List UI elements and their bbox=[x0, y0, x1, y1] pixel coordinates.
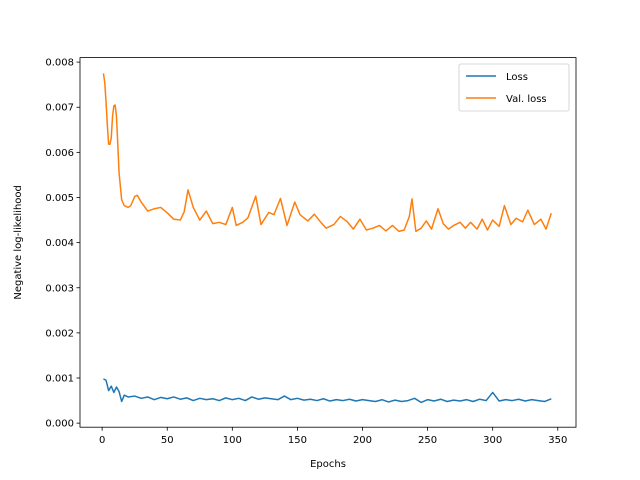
x-tick-label: 150 bbox=[288, 435, 307, 446]
legend: Loss Val. loss bbox=[458, 63, 570, 112]
x-tick-label: 200 bbox=[353, 435, 372, 446]
series-line-loss bbox=[103, 378, 552, 404]
x-axis-ticks: 0 50 100 150 200 250 300 350 bbox=[99, 427, 567, 446]
plot-lines bbox=[102, 73, 552, 404]
series-line-val-loss bbox=[102, 73, 552, 233]
y-tick-label: 0.003 bbox=[45, 283, 74, 294]
plot-frame bbox=[79, 57, 577, 428]
x-tick-label: 0 bbox=[99, 435, 105, 446]
y-tick-label: 0.005 bbox=[45, 193, 74, 204]
y-axis-label: Negative log-likelihood bbox=[13, 185, 24, 300]
x-axis-label: Epochs bbox=[310, 459, 346, 470]
y-axis-ticks: 0.000 0.001 0.002 0.003 0.004 0.005 0.006 0.007… bbox=[45, 58, 80, 430]
y-tick-label: 0.007 bbox=[45, 103, 74, 114]
x-tick-label: 350 bbox=[548, 435, 567, 446]
y-tick-label: 0.002 bbox=[45, 328, 74, 339]
legend-label-val-loss: Val. loss bbox=[506, 94, 547, 105]
y-tick-label: 0.001 bbox=[45, 374, 74, 385]
x-tick-label: 250 bbox=[418, 435, 437, 446]
legend-label-loss: Loss bbox=[506, 72, 528, 83]
x-tick-label: 100 bbox=[223, 435, 242, 446]
y-tick-label: 0.006 bbox=[45, 148, 74, 159]
y-tick-label: 0.004 bbox=[45, 238, 74, 249]
x-tick-label: 300 bbox=[483, 435, 502, 446]
y-tick-label: 0.008 bbox=[45, 58, 74, 69]
y-tick-label: 0.000 bbox=[45, 419, 74, 430]
x-tick-label: 50 bbox=[161, 435, 174, 446]
